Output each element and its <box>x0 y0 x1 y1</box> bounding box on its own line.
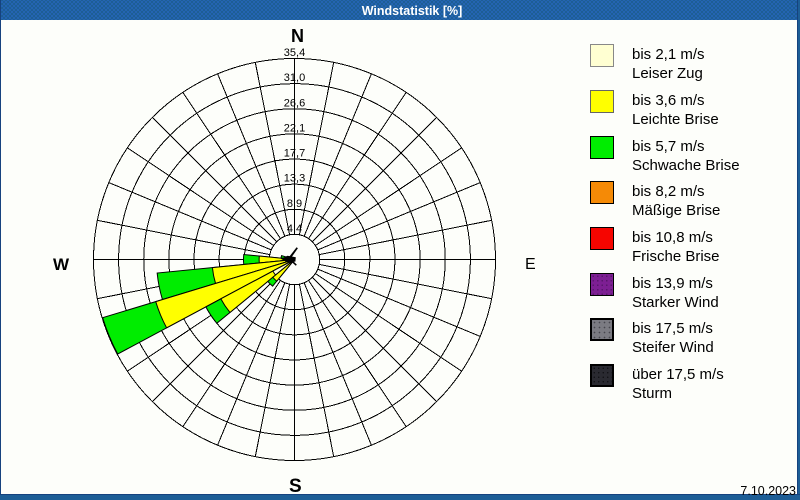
svg-text:13,3: 13,3 <box>284 173 305 185</box>
svg-text:31,0: 31,0 <box>284 72 305 84</box>
svg-text:8,9: 8,9 <box>287 198 302 210</box>
svg-text:17,7: 17,7 <box>284 148 305 160</box>
svg-text:35,4: 35,4 <box>284 47 305 59</box>
svg-text:26,6: 26,6 <box>284 97 305 109</box>
svg-text:4,4: 4,4 <box>287 223 302 235</box>
svg-text:22,1: 22,1 <box>284 122 305 134</box>
